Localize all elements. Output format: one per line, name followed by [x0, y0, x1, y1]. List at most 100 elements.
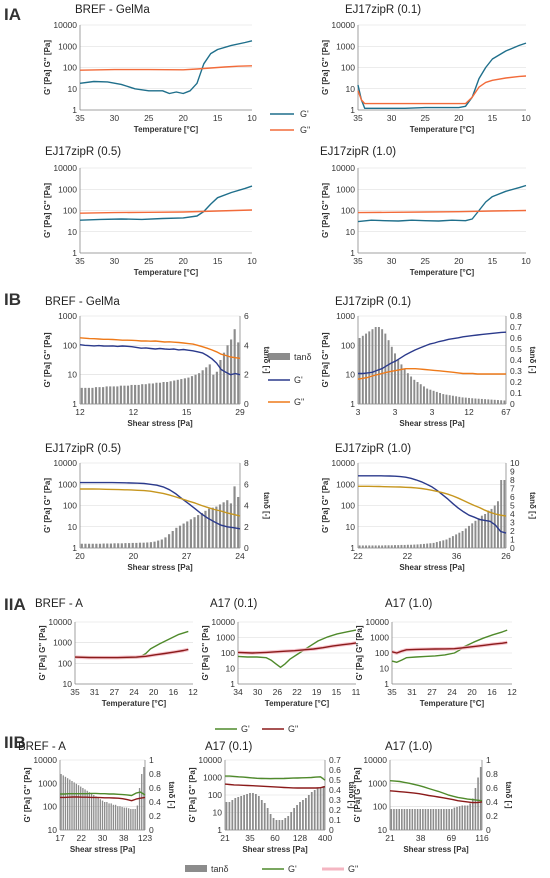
y-tick-label: 10000 — [53, 458, 77, 468]
tan-bar — [414, 809, 416, 830]
series-line-g-prime — [389, 780, 483, 802]
x-tick-label: 12 — [464, 407, 474, 417]
tan-bar — [109, 543, 112, 548]
y2-tick-label: 0.4 — [149, 797, 161, 807]
x-tick-label: 400 — [318, 833, 332, 843]
tan-bar — [319, 787, 322, 830]
tan-bar — [358, 545, 361, 548]
tan-bar — [211, 507, 214, 548]
tan-bar — [451, 536, 454, 548]
y-tick-label: 10 — [226, 664, 236, 674]
tan-bar — [361, 545, 364, 548]
tan-bar — [86, 790, 88, 830]
tan-bar — [368, 331, 371, 404]
tan-bar — [91, 543, 94, 548]
tan-bar — [500, 400, 503, 404]
tan-bar — [141, 384, 144, 404]
section-label-iib: IIB — [4, 733, 26, 752]
x-tick-label: 15 — [488, 256, 498, 266]
x-tick-label: 27 — [182, 551, 192, 561]
tan-bar — [173, 380, 176, 404]
tan-bar — [90, 793, 93, 830]
tan-bar — [135, 542, 138, 548]
x-tick-label: 21 — [220, 833, 230, 843]
tan-bar — [208, 364, 211, 404]
tan-bar — [299, 802, 301, 830]
y-tick-label: 1 — [350, 399, 355, 409]
y2-tick-label: 0.4 — [329, 785, 341, 795]
tan-bar — [480, 398, 483, 404]
x-axis-label: Shear stress [Pa] — [70, 845, 136, 854]
tan-bar — [290, 812, 293, 830]
tan-bar — [71, 781, 73, 830]
tan-bar — [102, 543, 105, 548]
y-tick-label: 1 — [230, 679, 235, 689]
legend-iib-gpp-label: G" — [348, 864, 358, 874]
tan-bar — [442, 540, 445, 548]
legend-ib-tan-label: tanδ — [294, 352, 312, 362]
x-tick-label: 11 — [352, 687, 361, 697]
tan-bar — [464, 528, 467, 548]
tan-bar — [422, 386, 425, 404]
tan-bar — [456, 806, 458, 830]
y2-tick-label: 0.6 — [486, 783, 498, 793]
tan-bar — [439, 541, 442, 548]
tan-bar — [445, 809, 448, 830]
series-line-g-prime — [79, 40, 253, 95]
tan-bar — [422, 809, 424, 830]
tan-bar — [400, 544, 403, 548]
x-tick-label: 10 — [521, 256, 531, 266]
x-tick-label: 12 — [75, 407, 85, 417]
tan-bar — [231, 800, 234, 830]
y2-tick-label: 0.6 — [510, 333, 522, 343]
tan-bar — [394, 353, 396, 404]
x-tick-label: 15 — [332, 687, 342, 697]
tan-bar — [313, 790, 316, 830]
tan-bar — [130, 384, 133, 404]
tan-bar — [455, 534, 458, 548]
chart-ib1: BREF - GelMa 1 10 100 1000 G' [Pa] G'' [Pa] Sh… — [43, 296, 271, 428]
tan-bar — [95, 796, 97, 830]
tan-bar — [106, 802, 108, 830]
y2-tick-label: 2 — [510, 526, 515, 536]
tan-bar — [240, 796, 243, 830]
series-line-g-double-prime — [389, 790, 483, 804]
tan-bar — [226, 345, 229, 404]
series-line-g-prime — [225, 775, 326, 781]
tan-bar — [281, 820, 284, 830]
x-axis-label: Shear stress [Pa] — [242, 845, 308, 854]
tan-bar — [257, 796, 260, 830]
chart-title: EJ17zipR (0.1) — [345, 4, 421, 16]
tan-bar — [450, 809, 453, 830]
x-tick-label: 30 — [253, 687, 263, 697]
tan-bar — [440, 809, 443, 830]
tan-bar — [387, 545, 390, 548]
y-axis-label: G' [Pa] G'' [Pa] — [43, 40, 52, 95]
tan-bar — [193, 517, 196, 548]
legend-iib: tanδ G' G" — [185, 864, 358, 874]
x-tick-label: 20 — [454, 113, 464, 123]
tan-bar — [464, 397, 467, 404]
tan-bar — [62, 775, 64, 830]
y-tick-label: 1 — [384, 679, 389, 689]
y2-tick-label: 8 — [510, 475, 515, 485]
tan-bar — [448, 809, 450, 830]
x-tick-label: 123 — [138, 833, 152, 843]
tan-bar — [416, 544, 419, 548]
tan-bar — [102, 387, 105, 404]
tan-bar — [474, 788, 477, 830]
tan-bar — [435, 809, 437, 830]
y2-tick-label: 6 — [244, 479, 249, 489]
x-tick-label: 30 — [98, 833, 108, 843]
tan-bar — [141, 774, 143, 830]
y2-tick-label: 0.2 — [486, 811, 498, 821]
tan-bar — [503, 400, 506, 404]
y-tick-label: 10 — [68, 227, 78, 237]
tan-bar — [410, 376, 413, 404]
series-line-g-prime — [358, 475, 507, 534]
tan-bar — [368, 545, 371, 548]
tan-bar — [176, 379, 179, 404]
tan-bar — [381, 329, 384, 404]
x-axis-label: Temperature [°C] — [265, 699, 330, 708]
x-tick-label: 19 — [312, 687, 322, 697]
